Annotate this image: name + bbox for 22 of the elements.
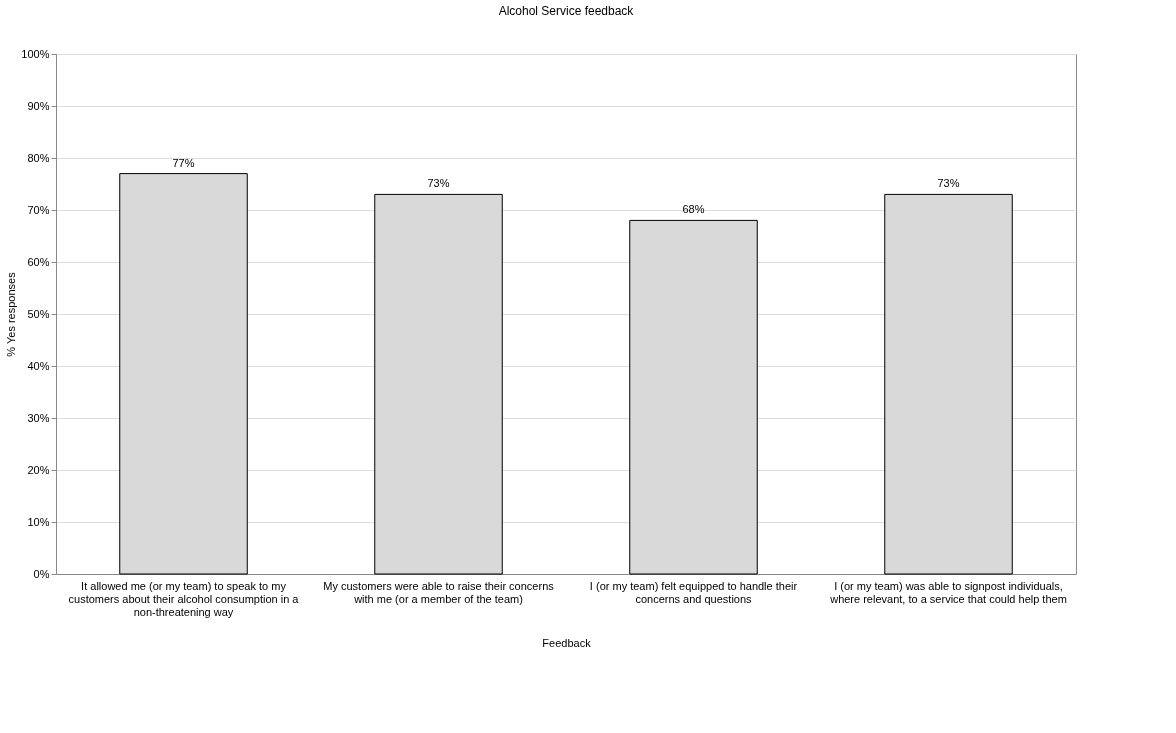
data-label: 68% bbox=[682, 203, 705, 216]
x-axis-title: Feedback bbox=[542, 636, 592, 649]
y-tick-label: 70% bbox=[27, 203, 50, 216]
data-label: 73% bbox=[427, 177, 450, 190]
data-label: 73% bbox=[937, 177, 960, 190]
y-tick-label: 50% bbox=[27, 307, 50, 320]
chart-title: Alcohol Service feedback bbox=[498, 4, 635, 18]
y-tick-label: 10% bbox=[27, 515, 50, 528]
y-tick-label: 100% bbox=[21, 47, 50, 60]
x-tick-label: I (or my team) was able to signpost individuals, where relevant, to a service that could help them bbox=[829, 579, 1067, 605]
y-tick-label: 80% bbox=[27, 151, 50, 164]
y-tick-label: 40% bbox=[27, 359, 50, 372]
y-tick-label: 0% bbox=[33, 567, 50, 580]
y-axis-title: % Yes responses bbox=[5, 271, 18, 357]
x-tick-label: It allowed me (or my team) to speak to my customers about their alcohol consumption in a non-threatening way bbox=[68, 579, 300, 618]
y-tick-label: 90% bbox=[27, 99, 50, 112]
y-tick-label: 60% bbox=[27, 255, 50, 268]
y-tick-label: 20% bbox=[27, 463, 50, 476]
x-tick-label: I (or my team) felt equipped to handle their concerns and questions bbox=[589, 579, 798, 605]
data-label: 77% bbox=[172, 156, 195, 169]
x-tick-label: My customers were able to raise their concerns with me (or a member of the team) bbox=[323, 579, 555, 605]
y-tick-label: 30% bbox=[27, 411, 50, 424]
